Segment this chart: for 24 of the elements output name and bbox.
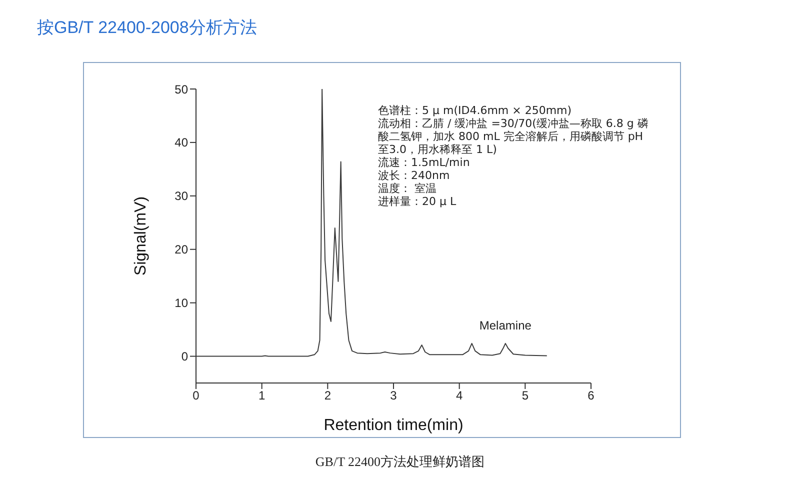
text: GB/T 22400方法处理鲜奶谱图: [314, 453, 486, 471]
annotation: 温度： 室温: [378, 182, 438, 195]
x-tick-label: 1: [258, 388, 266, 403]
y-tick-label: 0: [181, 350, 188, 364]
x-axis-title: Retention time(min): [324, 417, 464, 434]
annotation: 进样量：20 μ L: [378, 195, 458, 208]
x-tick-label: 2: [324, 388, 332, 403]
y-tick-label: 40: [174, 136, 188, 150]
x-tick-label: 6: [588, 388, 595, 403]
y-axis-title: Signal(mV): [132, 196, 150, 276]
x-tick-label: 0: [192, 388, 200, 403]
annotation: 波长：240nm: [378, 169, 451, 182]
y-tick-label: 20: [174, 242, 188, 257]
annotation: 流速：1.5mL/min: [378, 156, 471, 169]
annotation: 色谱柱：5 μ m(ID4.6mm × 250mm): [378, 104, 573, 117]
x-tick-label: 5: [522, 388, 529, 403]
chart-title: 按GB/T 22400-2008分析方法: [37, 17, 257, 39]
y-tick-label: 50: [174, 82, 188, 96]
y-tick-label: 30: [174, 189, 188, 204]
annotation: 流动相：乙腈 / 缓冲盐 =30/70(缓冲盐—称取 6.8 g 磷酸二氢钾，加水 800 mL 完全溶解后，用磷酸调节 pH 至3.0，用水稀释至 1 L): [378, 117, 650, 156]
x-tick-label: 4: [456, 388, 463, 403]
y-tick-label: 10: [174, 296, 188, 310]
annotation: Melamine: [479, 318, 532, 332]
x-tick-label: 3: [390, 388, 398, 403]
